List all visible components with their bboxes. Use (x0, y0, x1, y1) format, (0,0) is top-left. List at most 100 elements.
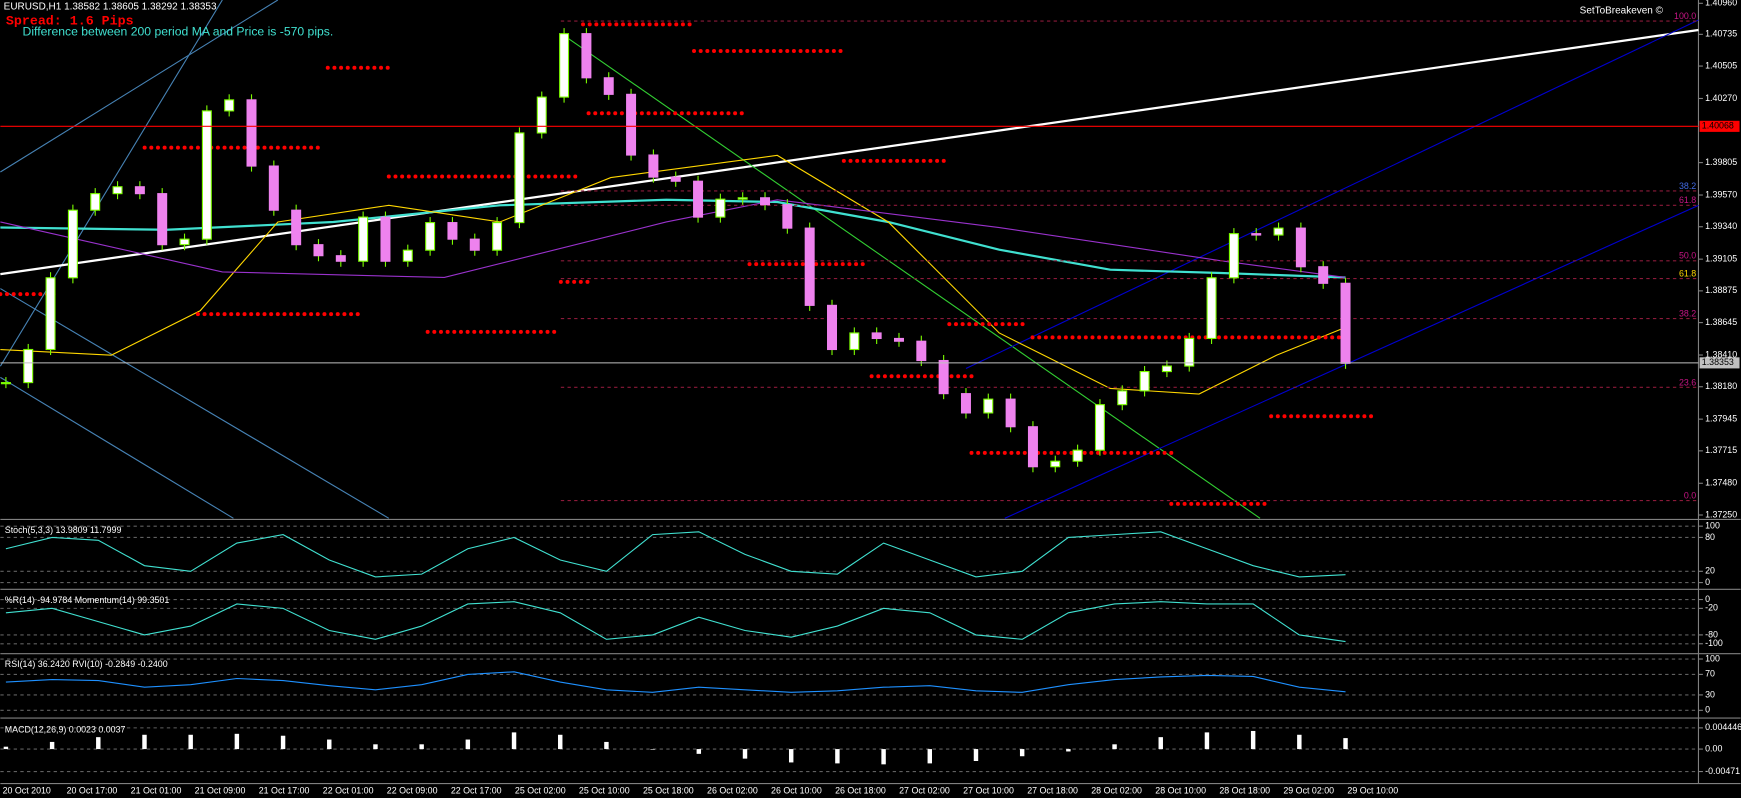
dot (573, 174, 578, 179)
dot (1123, 335, 1128, 340)
dot (1255, 501, 1260, 506)
dot (1043, 335, 1048, 340)
dot (269, 312, 274, 317)
price-label: 1.40068 (1702, 121, 1734, 131)
x-tick-label: 29 Oct 10:00 (1347, 786, 1398, 796)
histogram-bar (604, 741, 609, 750)
candle-body (938, 359, 949, 395)
dot (1090, 335, 1095, 340)
dot (929, 374, 934, 379)
dot (973, 322, 978, 327)
y-tick-label: 80 (1705, 532, 1715, 542)
dot (758, 49, 763, 54)
histogram-bar (973, 749, 979, 762)
dot (169, 145, 174, 150)
dot (315, 312, 320, 317)
candle-body (1295, 227, 1306, 268)
histogram-bar (742, 749, 748, 759)
dot (1135, 450, 1140, 455)
candle-body (179, 238, 190, 246)
dot (222, 312, 227, 317)
dot (255, 145, 260, 150)
dot (440, 174, 445, 179)
dot (386, 174, 391, 179)
fib-lines (560, 20, 1699, 502)
candle-body (358, 216, 369, 262)
histogram-bar (1250, 730, 1256, 750)
dot (175, 145, 180, 150)
dot (486, 174, 491, 179)
dot (1102, 450, 1107, 455)
dot (445, 329, 450, 334)
histogram-bar (650, 749, 655, 750)
panel-title: Stoch(5,3,3) 13.9809 11.7999 (5, 525, 122, 535)
dot (222, 145, 227, 150)
panel-title: MACD(12,26,9) 0.0023 0.0037 (5, 725, 126, 735)
dot (142, 145, 147, 150)
dot (518, 329, 523, 334)
candle-body (670, 176, 681, 182)
dot (1063, 335, 1068, 340)
candle-body (224, 99, 235, 112)
dot (896, 374, 901, 379)
dot (466, 174, 471, 179)
candle-body (960, 393, 971, 414)
dot (24, 292, 29, 297)
dot (634, 22, 639, 27)
y-tick-label: 1.38875 (1705, 285, 1737, 295)
dot (385, 65, 390, 70)
histogram-bar (327, 739, 332, 750)
dot (453, 174, 458, 179)
dot (1329, 414, 1334, 419)
dot (1263, 335, 1268, 340)
candle-body (983, 398, 994, 414)
price-label-bg (1699, 357, 1740, 369)
x-tick-label: 25 Oct 18:00 (643, 786, 694, 796)
dot (1189, 501, 1194, 506)
dot (325, 65, 330, 70)
dot (1236, 335, 1241, 340)
dot (916, 374, 921, 379)
dot (1049, 450, 1054, 455)
dot (31, 292, 36, 297)
dot (1282, 414, 1287, 419)
dot (1275, 414, 1280, 419)
dot (928, 158, 933, 163)
dot (202, 312, 207, 317)
dot (1137, 335, 1142, 340)
dot (155, 145, 160, 150)
histogram-bar (373, 744, 378, 750)
x-tick-label: 28 Oct 18:00 (1219, 786, 1270, 796)
dot (881, 158, 886, 163)
dot (1149, 450, 1154, 455)
dot (876, 374, 881, 379)
candle-body (760, 197, 771, 206)
dot (949, 374, 954, 379)
dot (654, 22, 659, 27)
dot (433, 174, 438, 179)
candle-body (782, 204, 793, 229)
dot (798, 49, 803, 54)
dot (895, 158, 900, 163)
y-tick-label: 0 (1705, 705, 1710, 715)
histogram-bar (1297, 734, 1302, 750)
candle-body (1340, 282, 1351, 364)
candle-body (1206, 277, 1217, 340)
dot (1362, 414, 1367, 419)
y-tick-label: 100 (1705, 520, 1720, 530)
dot (848, 158, 853, 163)
dot (854, 262, 859, 267)
dot (1330, 335, 1335, 340)
y-tick-label: 1.37250 (1705, 509, 1737, 519)
histogram-bar (1112, 744, 1117, 750)
dot (498, 329, 503, 334)
dot (1202, 501, 1207, 506)
dot (1349, 414, 1354, 419)
y-tick-label: -80 (1705, 629, 1718, 639)
histogram-bar (1066, 749, 1071, 752)
dot (778, 49, 783, 54)
x-tick-label: 21 Oct 01:00 (131, 786, 182, 796)
dot (1355, 414, 1360, 419)
dot (5, 292, 10, 297)
